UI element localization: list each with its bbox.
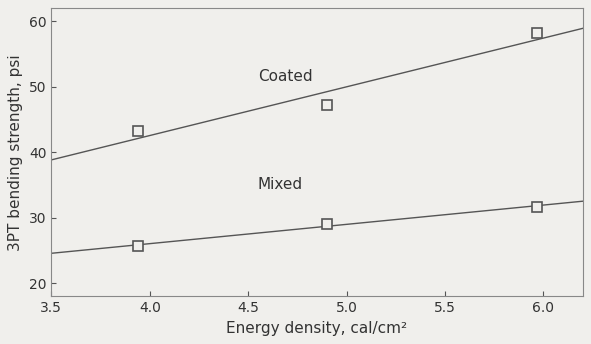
X-axis label: Energy density, cal/cm²: Energy density, cal/cm² [226,321,408,336]
Text: Mixed: Mixed [258,176,303,192]
Y-axis label: 3PT bending strength, psi: 3PT bending strength, psi [8,54,23,251]
Text: Coated: Coated [258,68,313,84]
